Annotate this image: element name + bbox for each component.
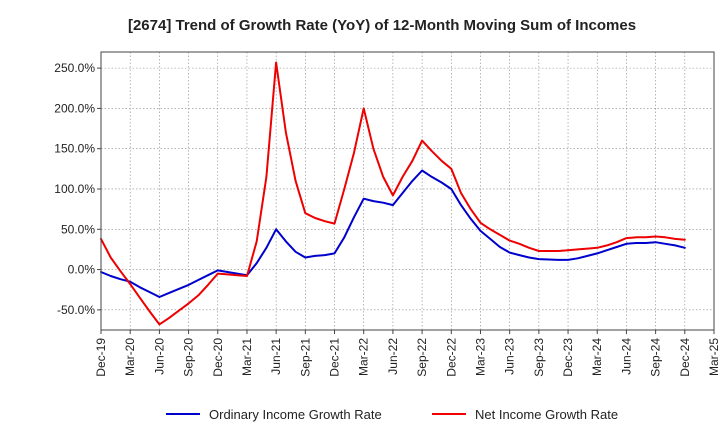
ordinary-income-growth-rate-line <box>100 169 686 298</box>
x-tick-label: Dec-23 <box>561 338 575 377</box>
x-tick-label: Jun-20 <box>152 338 166 375</box>
y-axis: -50.0% 0.0% 50.0% 100.0% 150.0% 200.0% 250.0% <box>54 61 101 317</box>
y-tick-label: 250.0% <box>54 61 95 75</box>
x-axis: Dec-19 Mar-20 Jun-20 Sep-20 Dec-20 Mar-21 Jun-… <box>94 330 720 377</box>
x-tick-label: Jun-22 <box>386 338 400 375</box>
x-tick-label: Mar-21 <box>240 338 254 376</box>
y-tick-label: -50.0% <box>57 303 95 317</box>
y-tick-label: 50.0% <box>61 222 95 236</box>
chart-title: [2674] Trend of Growth Rate (YoY) of 12-… <box>128 17 636 34</box>
x-tick-label: Jun-21 <box>269 338 283 375</box>
x-tick-label: Mar-23 <box>473 338 487 376</box>
x-tick-label: Sep-23 <box>532 338 546 377</box>
x-tick-label: Dec-21 <box>328 338 342 377</box>
y-tick-label: 150.0% <box>54 142 95 156</box>
x-tick-label: Dec-22 <box>444 338 458 377</box>
x-tick-label: Sep-20 <box>182 338 196 377</box>
x-tick-label: Sep-22 <box>415 338 429 377</box>
legend: Ordinary Income Growth Rate Net Income Gr… <box>166 407 618 422</box>
x-tick-label: Dec-24 <box>678 338 692 377</box>
x-tick-label: Mar-20 <box>123 338 137 376</box>
x-tick-label: Mar-24 <box>590 338 604 376</box>
y-tick-label: 100.0% <box>54 182 95 196</box>
x-tick-label: Dec-19 <box>94 338 108 377</box>
x-tick-label: Dec-20 <box>211 338 225 377</box>
x-tick-label: Sep-24 <box>649 338 663 377</box>
plot-frame <box>100 51 715 331</box>
x-tick-label: Sep-21 <box>298 338 312 377</box>
x-tick-label: Jun-24 <box>619 338 633 375</box>
x-tick-label: Mar-25 <box>707 338 720 376</box>
y-tick-label: 0.0% <box>68 263 96 277</box>
x-tick-label: Jun-23 <box>503 338 517 375</box>
grid <box>100 52 715 330</box>
legend-label-ordinary-income-growth-rate: Ordinary Income Growth Rate <box>209 407 382 422</box>
x-tick-label: Mar-22 <box>357 338 371 376</box>
net-income-growth-rate-line <box>100 61 686 326</box>
series-lines <box>100 61 686 326</box>
legend-label-net-income-growth-rate: Net Income Growth Rate <box>475 407 618 422</box>
y-tick-label: 200.0% <box>54 101 95 115</box>
